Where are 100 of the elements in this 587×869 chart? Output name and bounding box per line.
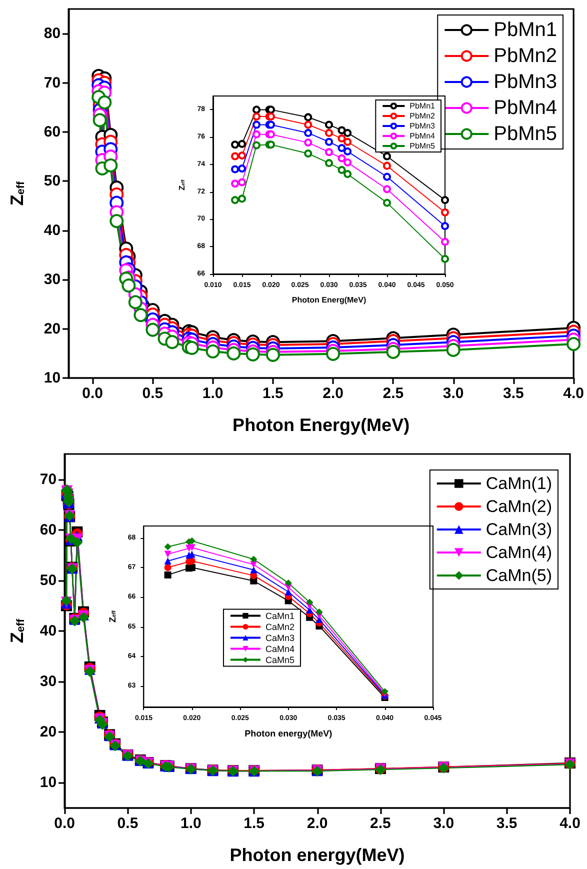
y-tick-label: 50: [44, 172, 61, 190]
legend-label: PbMn3: [494, 71, 558, 93]
y-tick-label: 10: [44, 370, 61, 386]
y-tick-label: 80: [44, 25, 61, 42]
point: [325, 138, 333, 146]
point: [566, 337, 581, 352]
legend-label: PbMn1: [494, 19, 558, 41]
point: [344, 138, 352, 146]
point: [338, 126, 346, 134]
point: [441, 196, 449, 204]
x-tick-label: 4.0: [560, 815, 580, 832]
legend-label: PbMn3: [410, 122, 436, 130]
x-axis-title: Photon Energy(MeV): [232, 415, 410, 435]
legend-label: PbMn2: [410, 112, 436, 120]
point: [188, 544, 196, 552]
point: [284, 579, 292, 586]
point: [231, 165, 240, 174]
point: [164, 564, 172, 572]
y-tick-label: 70: [40, 470, 57, 488]
y-tick-label: 40: [40, 622, 57, 640]
point: [231, 180, 240, 188]
x-axis-title: Photon energy(MeV): [244, 728, 332, 738]
point: [238, 194, 246, 203]
x-tick-label: 0.5: [142, 385, 164, 402]
x-tick-label: 1.0: [180, 815, 202, 832]
point: [226, 346, 241, 360]
point: [441, 254, 449, 263]
point: [250, 566, 258, 574]
point: [252, 141, 260, 150]
legend-label: CaMn1: [265, 610, 294, 621]
point: [164, 558, 172, 565]
point: [383, 172, 391, 181]
point: [128, 295, 142, 310]
y-tick-label: 70: [44, 74, 61, 92]
point: [306, 598, 314, 606]
point: [383, 185, 391, 194]
legend-label: CaMn4: [265, 644, 294, 654]
y-tick-label: 20: [44, 320, 61, 338]
x-tick-label: 3.0: [433, 815, 454, 832]
legend-label: CaMn(5): [486, 566, 552, 585]
point: [122, 278, 136, 292]
x-tick-label: 0.0: [82, 385, 104, 402]
point: [383, 198, 391, 207]
point: [206, 344, 220, 358]
legend-label: PbMn4: [494, 97, 558, 119]
x-tick-label: 3.5: [503, 385, 524, 402]
point: [165, 335, 180, 350]
point: [164, 571, 172, 578]
point: [72, 537, 83, 548]
point: [146, 322, 160, 337]
point: [325, 148, 333, 156]
point: [338, 166, 346, 174]
point: [316, 608, 323, 616]
y-tick-label: 10: [40, 774, 57, 792]
x-tick-label: 2.0: [306, 815, 328, 832]
y-tick-label: 60: [44, 124, 61, 140]
point: [304, 120, 312, 129]
x-tick-label: 2.5: [370, 815, 391, 832]
point: [383, 152, 391, 160]
point: [344, 128, 352, 137]
x-tick-label: 2.5: [382, 385, 404, 402]
legend-label: PbMn5: [494, 123, 558, 145]
point: [304, 150, 312, 158]
legend-label: CaMn2: [265, 622, 294, 632]
point: [304, 128, 312, 137]
x-tick-label: 3.5: [496, 815, 518, 832]
x-tick-label: 3.0: [442, 385, 464, 402]
point: [231, 140, 240, 149]
point: [252, 106, 260, 114]
point: [92, 113, 107, 128]
point: [266, 348, 280, 362]
point: [134, 308, 148, 322]
x-tick-label: 4.0: [563, 385, 584, 402]
y-axis-title: Zeff: [7, 618, 28, 644]
x-axis-title: Photon energy(MeV): [230, 845, 405, 865]
y-axis-title: Zeff: [7, 181, 28, 206]
point: [338, 144, 346, 152]
y-tick-label: 30: [44, 271, 61, 288]
point: [326, 346, 340, 361]
point: [184, 340, 199, 355]
legend-label: CaMn(4): [486, 543, 552, 562]
legend-label: PbMn4: [410, 132, 436, 140]
point: [446, 342, 460, 357]
legend-label: PbMn5: [410, 142, 436, 150]
y-tick-label: 20: [40, 724, 57, 741]
point: [164, 550, 172, 558]
point: [441, 208, 449, 216]
x-tick-label: 0.0: [54, 815, 75, 832]
legend-label: CaMn(2): [486, 497, 552, 516]
x-tick-label: 0.5: [117, 815, 138, 832]
point: [110, 214, 124, 228]
legend-label: CaMn5: [265, 654, 294, 665]
point: [164, 543, 172, 550]
point: [441, 238, 449, 246]
x-tick-label: 1.0: [202, 385, 224, 402]
x-tick-label: 1.5: [262, 385, 284, 402]
point: [250, 556, 258, 563]
point: [252, 130, 260, 138]
point: [231, 196, 240, 204]
point: [98, 95, 112, 110]
